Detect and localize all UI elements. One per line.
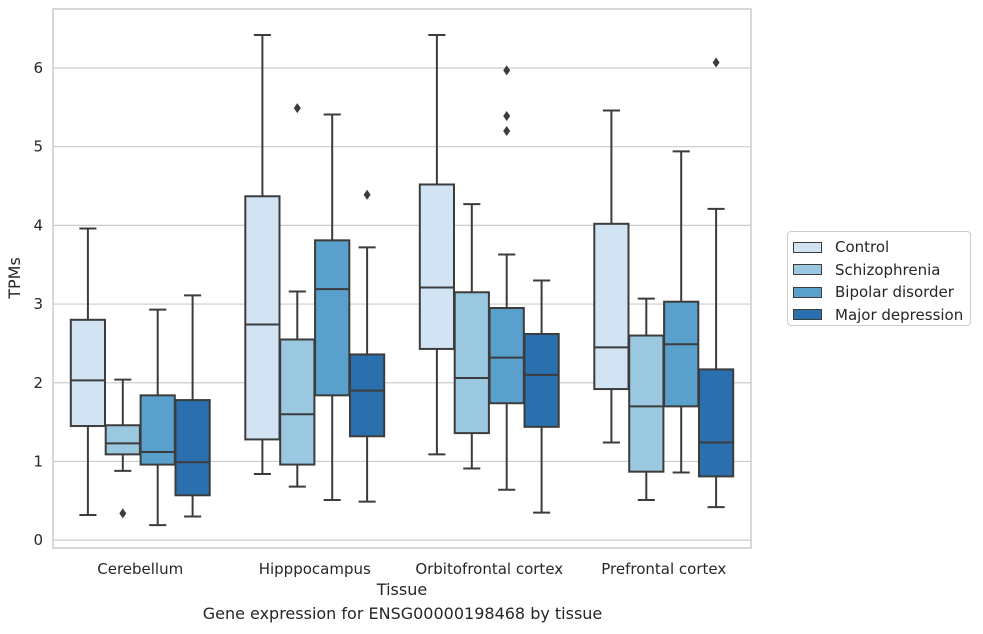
x-axis-ticks: Cerebellum Hipppocampus Orbitofrontal cort… (97, 560, 726, 578)
x-tick-label: Orbitofrontal cortex (415, 560, 563, 578)
box-schizophrenia (453, 203, 490, 470)
box-iqr (488, 307, 525, 405)
box-control (69, 227, 107, 516)
legend-swatch (793, 264, 822, 276)
y-axis-ticks: 0 1 2 3 4 5 6 (33, 59, 43, 549)
plot-frame (52, 8, 752, 549)
outlier-marker (119, 508, 127, 519)
box-iqr (139, 394, 176, 466)
box-iqr (663, 300, 700, 408)
outlier-marker (293, 103, 301, 114)
box-schizophrenia (628, 297, 665, 502)
figure-caption: Gene expression for ENSG00000198468 by t… (202, 604, 603, 623)
y-tick-label: 2 (33, 374, 43, 392)
box-iqr (593, 222, 630, 391)
legend-label: Bipolar disorder (835, 283, 954, 302)
x-tick-label: Hipppocampus (259, 560, 371, 578)
box-iqr (244, 195, 281, 441)
box-iqr (348, 353, 386, 438)
box-iqr (69, 318, 107, 428)
box-iqr (104, 424, 141, 456)
box-major-depression (348, 189, 386, 503)
y-tick-label: 4 (33, 216, 43, 234)
box-major-depression (174, 294, 211, 518)
box-schizophrenia (279, 103, 316, 488)
y-tick-label: 3 (33, 295, 43, 313)
box-bipolar-disorder (314, 113, 351, 502)
y-tick-label: 1 (33, 452, 43, 470)
outlier-marker (503, 65, 511, 76)
box-iqr (697, 368, 735, 478)
y-tick-label: 6 (33, 59, 43, 77)
box-bipolar-disorder (663, 150, 700, 474)
legend-label: Control (835, 238, 890, 257)
y-tick-label: 0 (33, 531, 43, 549)
box-iqr (174, 399, 211, 497)
legend-label: Major depression (835, 305, 964, 324)
box-schizophrenia (104, 378, 141, 519)
box-bipolar-disorder (139, 308, 176, 527)
x-tick-label: Cerebellum (97, 560, 183, 578)
legend-swatch (793, 241, 822, 253)
legend-item: Control (792, 236, 970, 259)
box-control (593, 109, 630, 444)
legend: Control Schizophrenia Bipolar disorder Majo… (787, 231, 971, 326)
outlier-marker (712, 57, 720, 68)
legend-label: Schizophrenia (835, 260, 941, 279)
box-control (244, 33, 281, 476)
outlier-marker (503, 111, 511, 122)
box-major-depression (523, 279, 560, 514)
legend-swatch (793, 309, 822, 321)
x-axis-label: Tissue (376, 580, 427, 599)
box-bipolar-disorder (488, 65, 525, 491)
legend-item: Major depression (792, 304, 970, 327)
box-iqr (314, 239, 351, 397)
box-iqr (418, 183, 456, 350)
box-iqr (453, 291, 490, 435)
box-iqr (628, 334, 665, 473)
box-plots (69, 33, 735, 527)
box-iqr (279, 338, 316, 466)
outlier-marker (363, 189, 371, 200)
box-control (418, 33, 456, 456)
legend-swatch (793, 286, 822, 298)
legend-item: Schizophrenia (792, 259, 970, 282)
legend-item: Bipolar disorder (792, 281, 970, 304)
box-major-depression (697, 57, 735, 509)
y-axis-label: TPMs (5, 257, 24, 300)
x-tick-label: Prefrontal cortex (601, 560, 726, 578)
outlier-marker (503, 125, 511, 136)
box-iqr (523, 332, 560, 428)
y-tick-label: 5 (33, 138, 43, 156)
